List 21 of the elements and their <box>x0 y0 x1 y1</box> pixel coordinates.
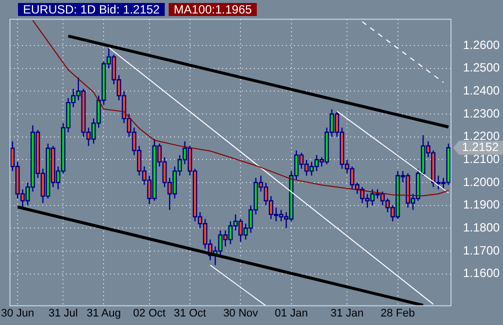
x-tick-label: 31 Jan <box>330 307 364 320</box>
y-tick-label: 1.2100 <box>463 152 500 166</box>
x-tick-label: 02 Oct <box>133 307 166 320</box>
x-tick-label: 30 Jun <box>1 307 34 320</box>
text: MA100:1.1965 <box>174 2 252 16</box>
x-tick-label: 01 Jan <box>274 307 308 320</box>
y-tick-label: 1.2600 <box>463 38 500 52</box>
x-tick-label: 31 Jul <box>48 307 78 320</box>
y-tick-label: 1.2000 <box>463 174 500 189</box>
y-tick-label: 1.2400 <box>463 83 500 98</box>
y-tick-label: 1.1700 <box>463 243 500 258</box>
x-tick-label: 30 Nov <box>223 307 259 320</box>
x-tick-label: 31 Aug <box>86 307 121 320</box>
x-tick-label: 28 Feb <box>380 307 415 320</box>
y-tick-label: 1.1800 <box>463 220 500 234</box>
y-tick-label: 1.2500 <box>463 60 500 75</box>
y-tick-label: 1.1900 <box>463 198 500 212</box>
x-tick-label: 31 Oct <box>174 307 206 320</box>
y-tick-label: 1.2300 <box>463 106 500 120</box>
chart-title: EURUSD: 1D Bid: 1.2152 <box>23 2 160 16</box>
y-tick-label: 1.1600 <box>463 266 500 280</box>
